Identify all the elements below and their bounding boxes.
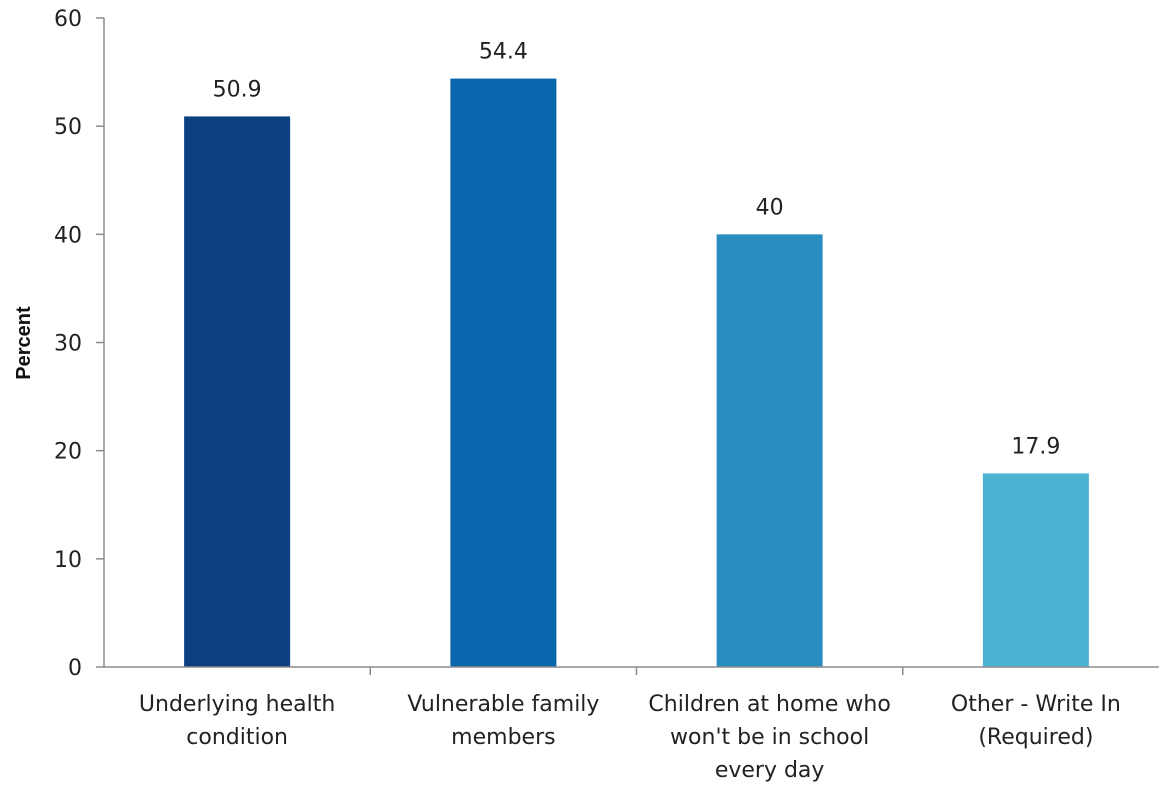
bar	[982, 473, 1089, 667]
bar-value-label: 17.9	[1011, 434, 1060, 459]
category-label: Vulnerable family members	[407, 692, 599, 750]
bar-value-label: 54.4	[479, 40, 528, 65]
category-label: Underlying health condition	[139, 692, 335, 750]
x-axis-labels: Underlying health condition Vulnerable fam…	[139, 692, 1121, 783]
y-axis-title: Percent	[13, 306, 35, 380]
y-tick-label: 50	[54, 115, 82, 140]
y-tick-label: 20	[54, 440, 82, 465]
value-labels: 50.9 54.4 40 17.9	[213, 40, 1061, 460]
y-axis-ticks: 0 10 20 30 40 50 60	[54, 7, 104, 681]
bar-value-label: 50.9	[213, 77, 262, 102]
y-tick-label: 60	[54, 7, 82, 32]
y-tick-label: 30	[54, 332, 82, 357]
y-tick-label: 0	[68, 656, 82, 681]
bar	[716, 234, 823, 668]
bar	[450, 78, 557, 667]
category-label: Other - Write In (Required)	[951, 692, 1121, 750]
y-tick-label: 40	[54, 223, 82, 248]
x-axis-ticks	[369, 667, 904, 675]
bar	[184, 116, 291, 668]
category-label: Children at home who won't be in school ev…	[648, 692, 890, 783]
bar-value-label: 40	[756, 195, 784, 220]
bars	[184, 78, 1089, 668]
y-tick-label: 10	[54, 548, 82, 573]
